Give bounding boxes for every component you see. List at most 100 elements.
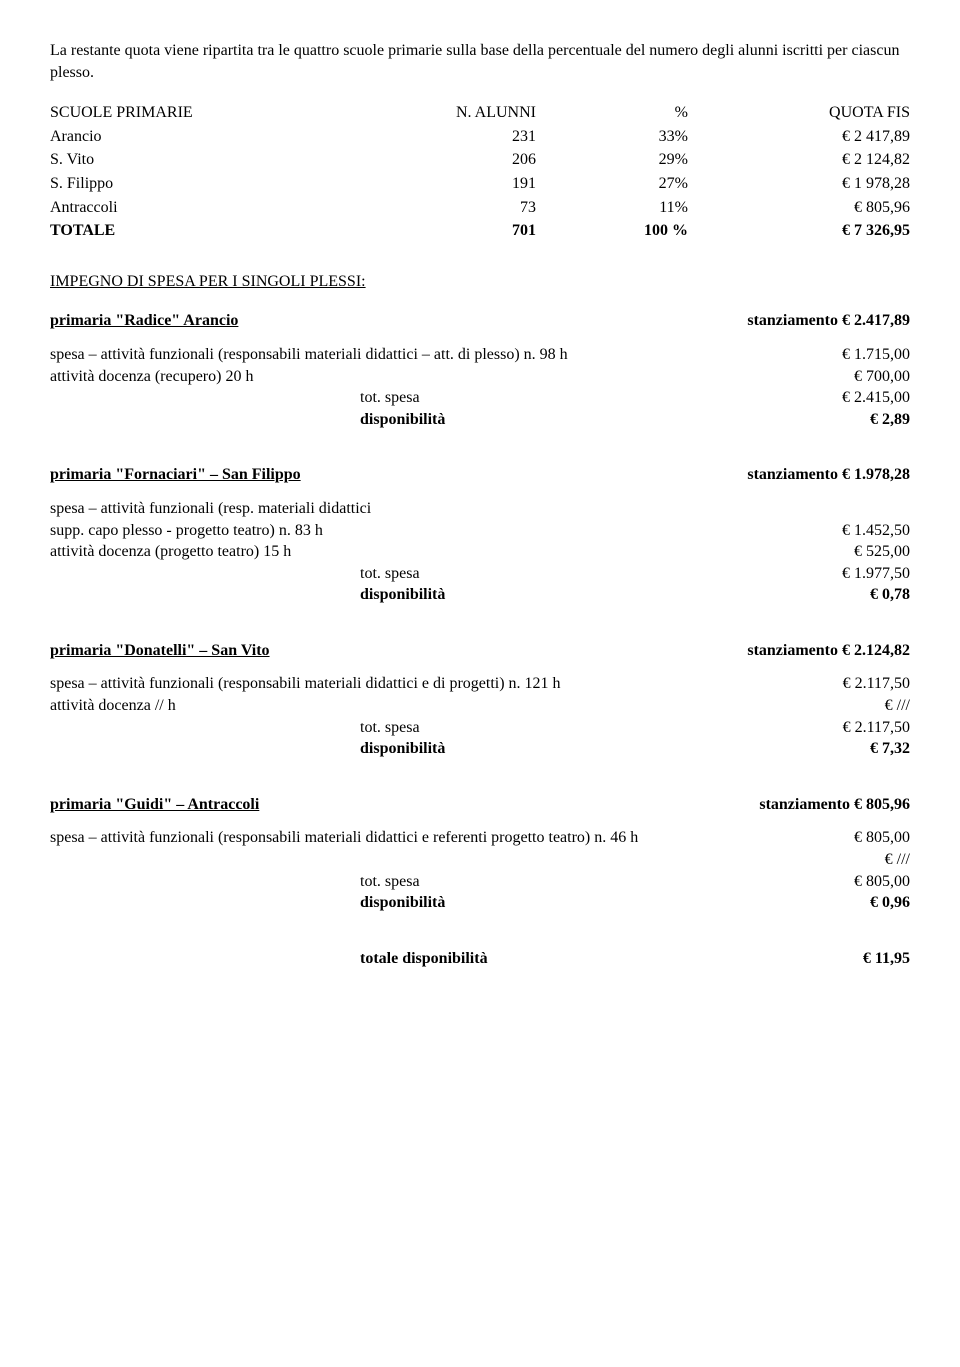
docenza-label: attività docenza (recupero) 20 h xyxy=(50,366,844,388)
cell: € 2 124,82 xyxy=(738,148,910,172)
cell: 27% xyxy=(566,172,738,196)
table-row: Arancio 231 33% € 2 417,89 xyxy=(50,125,910,149)
tot-label: tot. spesa xyxy=(360,871,854,893)
cell: 701 xyxy=(411,219,566,243)
plesso-antraccoli: primaria "Guidi" – Antraccoli stanziamen… xyxy=(50,794,910,914)
blank-line: € /// xyxy=(50,849,910,871)
disp-value: € 2,89 xyxy=(870,409,910,431)
disp-label: disponibilità xyxy=(360,738,870,760)
docenza-line: attività docenza (recupero) 20 h € 700,0… xyxy=(50,366,910,388)
intro-paragraph: La restante quota viene ripartita tra le… xyxy=(50,40,910,83)
table-total-row: TOTALE 701 100 % € 7 326,95 xyxy=(50,219,910,243)
docenza-label: attività docenza (progetto teatro) 15 h xyxy=(50,541,844,563)
stanz-value: € 805,96 xyxy=(854,796,910,813)
spesa-value: € 1.715,00 xyxy=(832,344,910,366)
cell: TOTALE xyxy=(50,219,411,243)
plesso-name: primaria "Radice" Arancio xyxy=(50,310,238,332)
disp-line: disponibilità € 0,96 xyxy=(360,892,910,914)
tot-value: € 2.117,50 xyxy=(843,717,910,739)
table-row: Antraccoli 73 11% € 805,96 xyxy=(50,196,910,220)
th-quota: QUOTA FIS xyxy=(738,101,910,125)
spesa-label: spesa – attività funzionali (responsabil… xyxy=(50,827,844,849)
stanziamento: stanziamento € 2.417,89 xyxy=(747,310,910,332)
scuole-table: SCUOLE PRIMARIE N. ALUNNI % QUOTA FIS Ar… xyxy=(50,101,910,243)
stanz-label: stanziamento xyxy=(747,466,838,483)
cell: 29% xyxy=(566,148,738,172)
stanz-label: stanziamento xyxy=(747,642,838,659)
stanz-value: € 1.978,28 xyxy=(842,466,910,483)
slash-value: € /// xyxy=(875,849,910,871)
tot-spesa-line: tot. spesa € 2.117,50 xyxy=(360,717,910,739)
cell: Antraccoli xyxy=(50,196,411,220)
plesso-name: primaria "Donatelli" – San Vito xyxy=(50,640,270,662)
docenza-value: € 525,00 xyxy=(844,541,910,563)
spesa-line-a: spesa – attività funzionali (resp. mater… xyxy=(50,498,910,520)
stanziamento: stanziamento € 805,96 xyxy=(759,794,910,816)
total-disp-line: totale disponibilità € 11,95 xyxy=(360,948,910,970)
cell: € 1 978,28 xyxy=(738,172,910,196)
cell: € 2 417,89 xyxy=(738,125,910,149)
plesso-vito: primaria "Donatelli" – San Vito stanziam… xyxy=(50,640,910,760)
stanziamento: stanziamento € 1.978,28 xyxy=(747,464,910,486)
tot-spesa-line: tot. spesa € 805,00 xyxy=(360,871,910,893)
tot-value: € 1.977,50 xyxy=(842,563,910,585)
spesa-label: supp. capo plesso - progetto teatro) n. … xyxy=(50,520,832,542)
total-disp-value: € 11,95 xyxy=(863,948,910,970)
tot-label: tot. spesa xyxy=(360,717,843,739)
tot-spesa-line: tot. spesa € 2.415,00 xyxy=(360,387,910,409)
blank xyxy=(50,849,875,871)
impegno-title: IMPEGNO DI SPESA PER I SINGOLI PLESSI: xyxy=(50,271,910,293)
disp-label: disponibilità xyxy=(360,584,870,606)
th-perc: % xyxy=(566,101,738,125)
th-scuole: SCUOLE PRIMARIE xyxy=(50,101,411,125)
spesa-value: € 2.117,50 xyxy=(833,673,910,695)
table-header: SCUOLE PRIMARIE N. ALUNNI % QUOTA FIS xyxy=(50,101,910,125)
spesa-line: spesa – attività funzionali (responsabil… xyxy=(50,344,910,366)
tot-label: tot. spesa xyxy=(360,387,842,409)
tot-value: € 805,00 xyxy=(854,871,910,893)
plesso-filippo: primaria "Fornaciari" – San Filippo stan… xyxy=(50,464,910,606)
spesa-label: spesa – attività funzionali (responsabil… xyxy=(50,673,833,695)
stanziamento: stanziamento € 2.124,82 xyxy=(747,640,910,662)
disp-line: disponibilità € 2,89 xyxy=(360,409,910,431)
tot-spesa-line: tot. spesa € 1.977,50 xyxy=(360,563,910,585)
plesso-name: primaria "Guidi" – Antraccoli xyxy=(50,794,259,816)
table-row: S. Vito 206 29% € 2 124,82 xyxy=(50,148,910,172)
stanz-value: € 2.124,82 xyxy=(842,642,910,659)
cell: 206 xyxy=(411,148,566,172)
docenza-label: attività docenza // h xyxy=(50,695,875,717)
cell: S. Vito xyxy=(50,148,411,172)
cell: 100 % xyxy=(566,219,738,243)
disp-line: disponibilità € 0,78 xyxy=(360,584,910,606)
total-disp-label: totale disponibilità xyxy=(360,948,863,970)
spesa-line: spesa – attività funzionali (responsabil… xyxy=(50,827,910,849)
plesso-arancio: primaria "Radice" Arancio stanziamento €… xyxy=(50,310,910,430)
docenza-line: attività docenza (progetto teatro) 15 h … xyxy=(50,541,910,563)
cell: S. Filippo xyxy=(50,172,411,196)
disp-value: € 0,96 xyxy=(870,892,910,914)
disp-value: € 0,78 xyxy=(870,584,910,606)
docenza-value: € /// xyxy=(875,695,910,717)
cell: 191 xyxy=(411,172,566,196)
disp-label: disponibilità xyxy=(360,409,870,431)
docenza-line: attività docenza // h € /// xyxy=(50,695,910,717)
disp-line: disponibilità € 7,32 xyxy=(360,738,910,760)
stanz-value: € 2.417,89 xyxy=(842,312,910,329)
spesa-label: spesa – attività funzionali (responsabil… xyxy=(50,344,832,366)
cell: € 7 326,95 xyxy=(738,219,910,243)
stanz-label: stanziamento xyxy=(759,796,850,813)
cell: € 805,96 xyxy=(738,196,910,220)
cell: Arancio xyxy=(50,125,411,149)
tot-label: tot. spesa xyxy=(360,563,842,585)
spesa-line-b: supp. capo plesso - progetto teatro) n. … xyxy=(50,520,910,542)
spesa-value: € 1.452,50 xyxy=(832,520,910,542)
tot-value: € 2.415,00 xyxy=(842,387,910,409)
stanz-label: stanziamento xyxy=(747,312,838,329)
cell: 11% xyxy=(566,196,738,220)
spesa-value: € 805,00 xyxy=(844,827,910,849)
disp-value: € 7,32 xyxy=(870,738,910,760)
disp-label: disponibilità xyxy=(360,892,870,914)
cell: 33% xyxy=(566,125,738,149)
cell: 73 xyxy=(411,196,566,220)
spesa-line: spesa – attività funzionali (responsabil… xyxy=(50,673,910,695)
